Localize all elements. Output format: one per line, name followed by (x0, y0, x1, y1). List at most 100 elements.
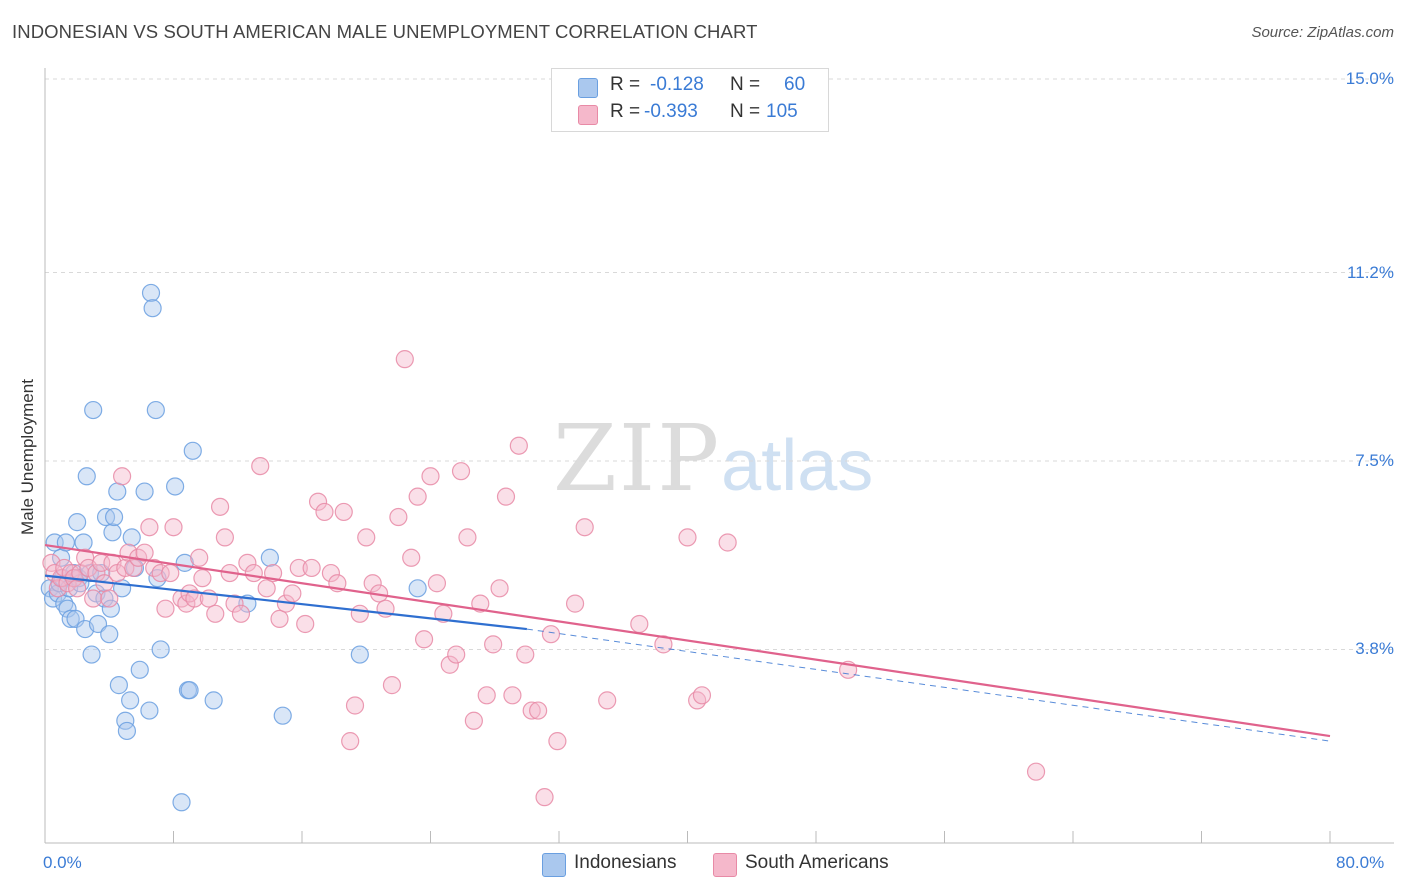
data-point (296, 614, 315, 634)
y-axis-label: Male Unemployment (18, 379, 37, 535)
watermark: ZIPatlas (553, 405, 873, 512)
data-point (257, 579, 276, 598)
data-point (477, 686, 496, 705)
trend-line (44, 574, 527, 631)
data-point (206, 604, 225, 623)
data-point (308, 492, 328, 511)
bottom-legend-swatch-indonesians (542, 853, 566, 877)
indonesians-points (40, 283, 427, 812)
data-point (100, 589, 119, 608)
data-point (357, 528, 376, 547)
legend-row-south-americans: R = -0.393 N = 105 (552, 101, 828, 127)
data-point (402, 548, 421, 567)
data-point (490, 579, 509, 598)
data-point (565, 594, 585, 613)
data-point (76, 548, 95, 567)
data-point (172, 793, 191, 812)
watermark-atlas: atlas (721, 426, 874, 506)
data-point (164, 518, 183, 537)
data-point (273, 706, 292, 725)
data-point (146, 400, 165, 420)
data-point (130, 660, 149, 679)
data-point (166, 477, 185, 496)
data-point (260, 548, 279, 567)
chart-title: INDONESIAN VS SOUTH AMERICAN MALE UNEMPL… (12, 21, 758, 42)
data-point (509, 436, 528, 455)
data-point (321, 563, 341, 583)
data-point (84, 589, 103, 608)
legend-n-label: N = (730, 101, 761, 122)
stats-legend: R = -0.128 N = 60 R = -0.393 N = 105 (551, 68, 829, 132)
legend-r-value: -0.128 (650, 74, 704, 95)
data-point (575, 518, 594, 537)
data-point (151, 563, 170, 583)
data-point (427, 574, 447, 593)
legend-n-value: 105 (766, 101, 798, 122)
data-point (350, 604, 369, 623)
data-point (135, 482, 154, 501)
data-point (516, 645, 535, 664)
data-point (140, 518, 159, 537)
south-americans-points (42, 350, 1046, 807)
data-point (458, 528, 477, 547)
legend-r-label: R = (610, 74, 641, 95)
data-point (244, 563, 263, 583)
data-point (43, 589, 63, 608)
data-point (180, 681, 199, 700)
data-point (341, 732, 360, 751)
legend-swatch-south-americans (578, 105, 598, 125)
data-point (289, 558, 308, 578)
data-point (215, 528, 234, 547)
data-point (451, 462, 471, 481)
data-point (484, 635, 503, 654)
data-point (389, 507, 408, 527)
data-point (522, 701, 541, 720)
data-point (48, 579, 67, 598)
watermark-zip: ZIP (553, 405, 722, 512)
data-point (190, 548, 209, 567)
data-point (414, 630, 434, 649)
data-point (100, 625, 119, 644)
bottom-legend-label: Indonesians (574, 852, 677, 873)
data-point (141, 283, 161, 303)
y-tick-label: 7.5% (1355, 451, 1394, 470)
legend-swatch-indonesians (578, 78, 598, 98)
y-tick-label: 11.2% (1347, 262, 1394, 282)
data-point (440, 655, 459, 674)
legend-r-label: R = (610, 101, 641, 122)
data-point (143, 299, 162, 318)
data-point (109, 676, 128, 695)
data-point (74, 533, 93, 552)
data-point (231, 604, 251, 623)
legend-n-value: 60 (784, 74, 806, 95)
data-point (103, 523, 122, 542)
data-point (535, 788, 554, 807)
data-point (496, 487, 516, 506)
data-point (135, 543, 154, 562)
trend-line (44, 543, 1331, 738)
data-point (140, 701, 159, 720)
data-point (84, 400, 103, 420)
data-point (464, 711, 483, 730)
x-tick-label-max: 80.0% (1336, 853, 1385, 872)
bottom-legend-swatch-south-americans (713, 853, 737, 877)
data-point (193, 569, 212, 588)
data-point (68, 513, 87, 532)
data-point (77, 467, 96, 486)
data-point (270, 609, 289, 628)
data-point (678, 528, 697, 547)
data-point (210, 497, 230, 516)
data-point (104, 507, 124, 527)
axes (44, 68, 1394, 844)
data-point (283, 584, 302, 603)
trend-lines (44, 543, 1331, 742)
data-point (688, 691, 707, 710)
data-point (334, 502, 353, 522)
data-point (548, 732, 567, 751)
data-point (108, 482, 127, 501)
bottom-legend-label: South Americans (745, 852, 889, 873)
data-point (238, 553, 257, 572)
data-point (183, 441, 202, 460)
data-point (471, 594, 490, 613)
